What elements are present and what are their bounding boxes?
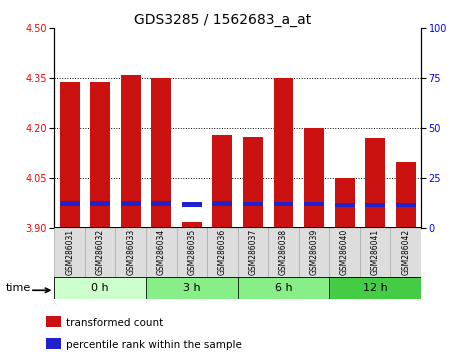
Text: time: time bbox=[6, 283, 31, 293]
Bar bbox=[207, 227, 237, 278]
Bar bbox=[54, 277, 146, 299]
Text: GSM286038: GSM286038 bbox=[279, 229, 288, 275]
Text: GDS3285 / 1562683_a_at: GDS3285 / 1562683_a_at bbox=[134, 13, 311, 28]
Text: GSM286041: GSM286041 bbox=[371, 229, 380, 275]
Bar bbox=[304, 202, 324, 206]
Text: GSM286032: GSM286032 bbox=[96, 229, 105, 275]
Bar bbox=[243, 137, 263, 228]
Bar bbox=[182, 222, 202, 228]
Bar bbox=[90, 82, 110, 228]
Bar bbox=[360, 227, 390, 278]
Text: GSM286034: GSM286034 bbox=[157, 229, 166, 275]
Bar bbox=[304, 128, 324, 228]
Bar bbox=[335, 202, 355, 207]
Bar bbox=[176, 227, 207, 278]
Bar bbox=[146, 277, 237, 299]
Text: GSM286037: GSM286037 bbox=[248, 229, 257, 275]
Bar bbox=[273, 78, 293, 228]
Bar bbox=[54, 227, 85, 278]
Bar bbox=[390, 227, 421, 278]
Bar bbox=[365, 138, 385, 228]
Bar bbox=[151, 78, 171, 228]
Text: transformed count: transformed count bbox=[65, 318, 163, 328]
Bar bbox=[335, 178, 355, 228]
Bar bbox=[60, 201, 79, 206]
Bar bbox=[151, 201, 171, 206]
Text: 0 h: 0 h bbox=[91, 283, 109, 293]
Bar bbox=[85, 227, 115, 278]
Text: GSM286040: GSM286040 bbox=[340, 229, 349, 275]
Bar bbox=[273, 202, 293, 206]
Bar bbox=[237, 227, 268, 278]
Text: GSM286035: GSM286035 bbox=[187, 229, 196, 275]
Bar bbox=[182, 202, 202, 207]
Text: GSM286033: GSM286033 bbox=[126, 229, 135, 275]
Bar bbox=[243, 202, 263, 206]
Text: GSM286036: GSM286036 bbox=[218, 229, 227, 275]
Bar bbox=[329, 277, 421, 299]
Text: GSM286031: GSM286031 bbox=[65, 229, 74, 275]
Bar bbox=[299, 227, 329, 278]
Bar bbox=[60, 82, 79, 228]
Bar bbox=[46, 316, 61, 327]
Bar bbox=[396, 162, 416, 228]
Bar bbox=[237, 277, 329, 299]
Text: GSM286042: GSM286042 bbox=[401, 229, 410, 275]
Bar bbox=[396, 202, 416, 207]
Text: 12 h: 12 h bbox=[363, 283, 387, 293]
Bar bbox=[146, 227, 176, 278]
Bar bbox=[115, 227, 146, 278]
Text: 6 h: 6 h bbox=[275, 283, 292, 293]
Bar bbox=[121, 201, 140, 206]
Text: 3 h: 3 h bbox=[183, 283, 201, 293]
Bar bbox=[121, 75, 140, 228]
Bar bbox=[90, 201, 110, 206]
Bar bbox=[212, 201, 232, 206]
Bar bbox=[46, 338, 61, 349]
Bar bbox=[268, 227, 299, 278]
Bar bbox=[365, 202, 385, 207]
Bar bbox=[212, 135, 232, 228]
Text: GSM286039: GSM286039 bbox=[309, 229, 318, 275]
Text: percentile rank within the sample: percentile rank within the sample bbox=[65, 340, 241, 350]
Bar bbox=[329, 227, 360, 278]
